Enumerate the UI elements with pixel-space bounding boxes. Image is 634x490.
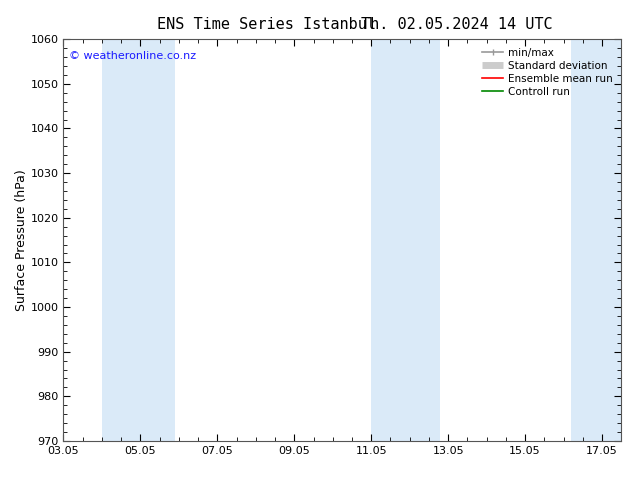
Bar xyxy=(571,39,621,441)
Bar xyxy=(102,39,175,441)
Text: ENS Time Series Istanbul: ENS Time Series Istanbul xyxy=(157,17,376,32)
Legend: min/max, Standard deviation, Ensemble mean run, Controll run: min/max, Standard deviation, Ensemble me… xyxy=(479,45,616,100)
Text: © weatheronline.co.nz: © weatheronline.co.nz xyxy=(69,51,196,61)
Text: Th. 02.05.2024 14 UTC: Th. 02.05.2024 14 UTC xyxy=(361,17,552,32)
Bar xyxy=(372,39,441,441)
Y-axis label: Surface Pressure (hPa): Surface Pressure (hPa) xyxy=(15,169,28,311)
